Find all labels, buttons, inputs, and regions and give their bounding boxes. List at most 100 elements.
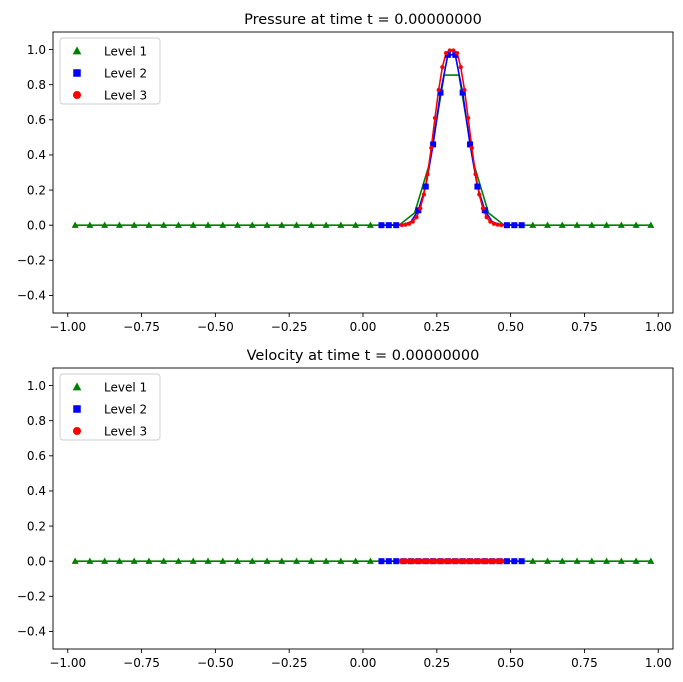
series-2-point — [459, 89, 466, 96]
series-1-point — [234, 221, 242, 228]
series-1-point — [189, 557, 197, 564]
series-1-point — [558, 221, 566, 228]
series-2-point — [385, 222, 392, 229]
x-tick-label: 0.25 — [423, 320, 450, 334]
series-3-point — [488, 219, 493, 224]
x-tick-label: 0.00 — [350, 320, 377, 334]
series-3-point — [458, 65, 463, 70]
y-tick-label: 0.4 — [27, 484, 46, 498]
series-3-point — [447, 48, 452, 53]
legend: Level 1 Level 2 Level 3 — [59, 373, 161, 441]
x-tick-label: 0.75 — [571, 656, 598, 670]
series-1-point — [617, 557, 625, 564]
series-1-point — [588, 221, 596, 228]
y-tick-label: 0.6 — [27, 449, 46, 463]
series-1-point — [529, 557, 537, 564]
series-1-point — [174, 221, 182, 228]
y-tick-label: 0.2 — [27, 519, 46, 533]
series-3-point — [421, 192, 426, 197]
x-tick-label: 1.00 — [645, 656, 672, 670]
legend-marker — [73, 91, 81, 99]
series-1-point — [86, 557, 94, 564]
series-1-point — [558, 557, 566, 564]
series-1-point — [204, 557, 212, 564]
series-1-point — [632, 221, 640, 228]
series-1-point — [544, 557, 552, 564]
chart-title: Velocity at time t = 0.00000000 — [247, 348, 480, 364]
series-1-point — [86, 221, 94, 228]
series-3-point — [484, 215, 489, 220]
legend-label: Level 1 — [104, 380, 147, 394]
series-3-point — [410, 219, 415, 224]
x-tick-label: 0.50 — [497, 656, 524, 670]
series-3-point — [429, 145, 434, 151]
series-3-point — [432, 115, 438, 121]
series-1-point — [603, 221, 611, 228]
series-3-point — [425, 172, 430, 177]
y-tick-label: 0.0 — [27, 218, 46, 232]
series-1-point — [588, 557, 596, 564]
series-1-point — [293, 557, 301, 564]
series-1-point — [337, 221, 345, 228]
series-1-point — [204, 221, 212, 228]
x-tick-label: 0.25 — [423, 656, 450, 670]
series-2-point — [378, 558, 385, 565]
y-tick-label: −0.2 — [17, 254, 46, 268]
series-3-point — [403, 222, 408, 227]
legend-label: Level 1 — [104, 44, 147, 58]
series-2-point — [393, 222, 400, 229]
series-line-1 — [75, 74, 651, 226]
series-2-point — [511, 558, 518, 565]
series-1-point — [219, 557, 227, 564]
series-2-point — [503, 222, 510, 229]
series-2-point — [385, 558, 392, 565]
legend-marker — [73, 427, 81, 435]
legend-label: Level 3 — [104, 88, 147, 102]
series-1-point — [293, 221, 301, 228]
x-tick-label: −0.75 — [123, 656, 160, 670]
series-3-point — [469, 145, 474, 151]
series-3-point — [498, 558, 505, 565]
series-1-point — [174, 557, 182, 564]
plot-area — [71, 557, 655, 565]
series-1-point — [603, 557, 611, 564]
legend-label: Level 2 — [104, 66, 147, 80]
series-2-point — [437, 89, 444, 96]
legend-marker — [72, 382, 82, 391]
x-tick-label: −1.00 — [49, 320, 86, 334]
y-tick-label: 1.0 — [27, 43, 46, 57]
series-1-point — [366, 557, 374, 564]
series-1-point — [278, 221, 286, 228]
series-3-point — [451, 48, 456, 53]
legend-marker — [73, 69, 81, 77]
series-2-point — [481, 207, 488, 214]
series-1-point — [544, 221, 552, 228]
series-3-point — [495, 222, 500, 227]
y-tick-label: 0.4 — [27, 148, 46, 162]
legend-box — [59, 373, 161, 441]
series-1-point — [529, 221, 537, 228]
series-1-point — [632, 557, 640, 564]
y-tick-label: 0.8 — [27, 78, 46, 92]
series-1-point — [352, 557, 360, 564]
series-2-point — [444, 51, 451, 58]
x-tick-label: −1.00 — [49, 656, 86, 670]
x-tick-label: 0.75 — [571, 320, 598, 334]
legend-label: Level 2 — [104, 402, 147, 416]
series-3-point — [473, 172, 478, 177]
series-3-point — [499, 222, 504, 228]
y-tick-label: 0.6 — [27, 113, 46, 127]
series-1-point — [189, 221, 197, 228]
series-2-point — [467, 141, 474, 148]
legend-label: Level 3 — [104, 424, 147, 438]
series-1-point — [234, 557, 242, 564]
series-3-point — [480, 206, 486, 211]
series-1-point — [647, 221, 655, 228]
x-tick-label: −0.25 — [271, 656, 308, 670]
chart-title: Pressure at time t = 0.00000000 — [244, 12, 482, 28]
series-3-point — [455, 50, 460, 56]
series-1-point — [71, 557, 79, 564]
series-3-point — [407, 221, 412, 226]
series-1-point — [278, 557, 286, 564]
